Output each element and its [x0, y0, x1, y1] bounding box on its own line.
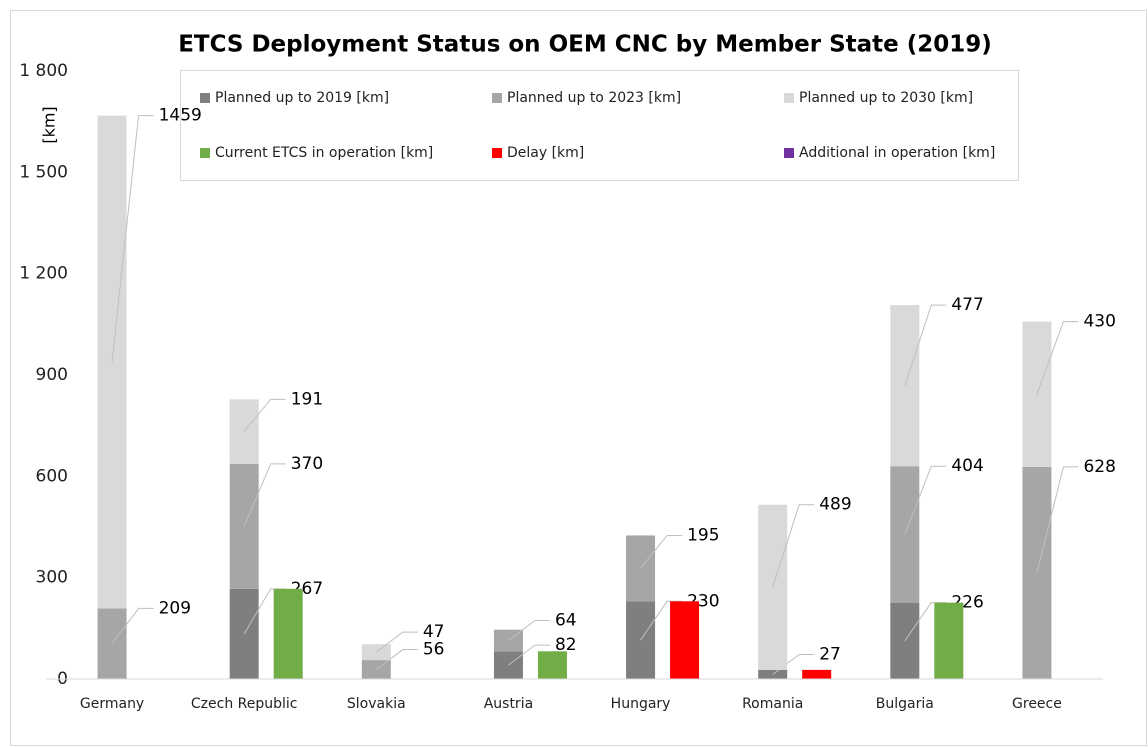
leader-line: [376, 649, 418, 670]
data-label: 56: [423, 640, 445, 660]
data-label: 64: [555, 610, 577, 630]
legend-label: Planned up to 2023 [km]: [507, 90, 681, 106]
y-tick-label: 1 500: [19, 162, 68, 182]
legend-box: [180, 70, 1019, 181]
y-tick-label: 300: [36, 568, 68, 588]
data-label: 191: [291, 389, 323, 409]
leader-line: [904, 465, 947, 535]
leader-line: [1036, 321, 1079, 395]
legend-label: Additional in operation [km]: [799, 145, 995, 161]
y-axis-label: [km]: [40, 106, 59, 143]
bar-segment: [934, 602, 964, 679]
leader-line: [904, 304, 947, 386]
data-label: 209: [159, 598, 191, 618]
legend-label: Delay [km]: [507, 145, 584, 161]
x-tick-label: Slovakia: [347, 696, 406, 712]
bar-segment: [802, 669, 832, 679]
legend-swatch: [784, 148, 794, 158]
data-label: 477: [951, 295, 983, 315]
leader-line: [243, 398, 286, 432]
data-label: 195: [687, 525, 719, 545]
x-tick-label: Czech Republic: [191, 696, 298, 712]
data-label: 370: [291, 454, 323, 474]
x-tick-label: Austria: [484, 696, 533, 712]
data-label: 489: [819, 495, 851, 515]
data-label: 27: [819, 644, 841, 664]
legend-label: Planned up to 2030 [km]: [799, 90, 973, 106]
data-label: 430: [1083, 312, 1115, 332]
legend-swatch: [492, 148, 502, 158]
leader-line: [243, 463, 286, 527]
leader-line: [508, 644, 550, 666]
x-tick-label: Hungary: [611, 696, 671, 712]
y-tick-label: 600: [36, 466, 68, 486]
x-tick-label: Bulgaria: [876, 696, 934, 712]
data-label: 47: [423, 622, 445, 642]
data-label: 82: [555, 635, 577, 655]
bar-segment: [890, 466, 920, 603]
legend-swatch: [492, 93, 502, 103]
legend-label: Planned up to 2019 [km]: [215, 90, 389, 106]
legend-swatch: [200, 93, 210, 103]
data-label: 404: [951, 456, 983, 476]
leader-line: [376, 631, 418, 653]
legend-swatch: [200, 148, 210, 158]
legend-label: Current ETCS in operation [km]: [215, 145, 433, 161]
leader-line: [111, 607, 154, 645]
y-tick-label: 1 800: [19, 61, 68, 81]
chart-title: ETCS Deployment Status on OEM CNC by Mem…: [178, 32, 992, 58]
leader-line: [772, 504, 815, 588]
y-tick-label: 900: [36, 365, 68, 385]
bar-segment: [670, 601, 700, 679]
x-tick-label: Greece: [1012, 696, 1062, 712]
legend-swatch: [784, 93, 794, 103]
leader-line: [1036, 466, 1079, 574]
leader-line: [640, 534, 683, 569]
data-label: 1459: [159, 106, 202, 126]
leader-line: [508, 619, 550, 641]
x-tick-label: Germany: [80, 696, 144, 712]
x-tick-label: Romania: [742, 696, 803, 712]
bar-segment: [273, 588, 303, 679]
data-label: 628: [1083, 457, 1115, 477]
bar-segment: [537, 651, 567, 679]
leader-line: [111, 115, 154, 363]
y-tick-label: 1 200: [19, 264, 68, 284]
